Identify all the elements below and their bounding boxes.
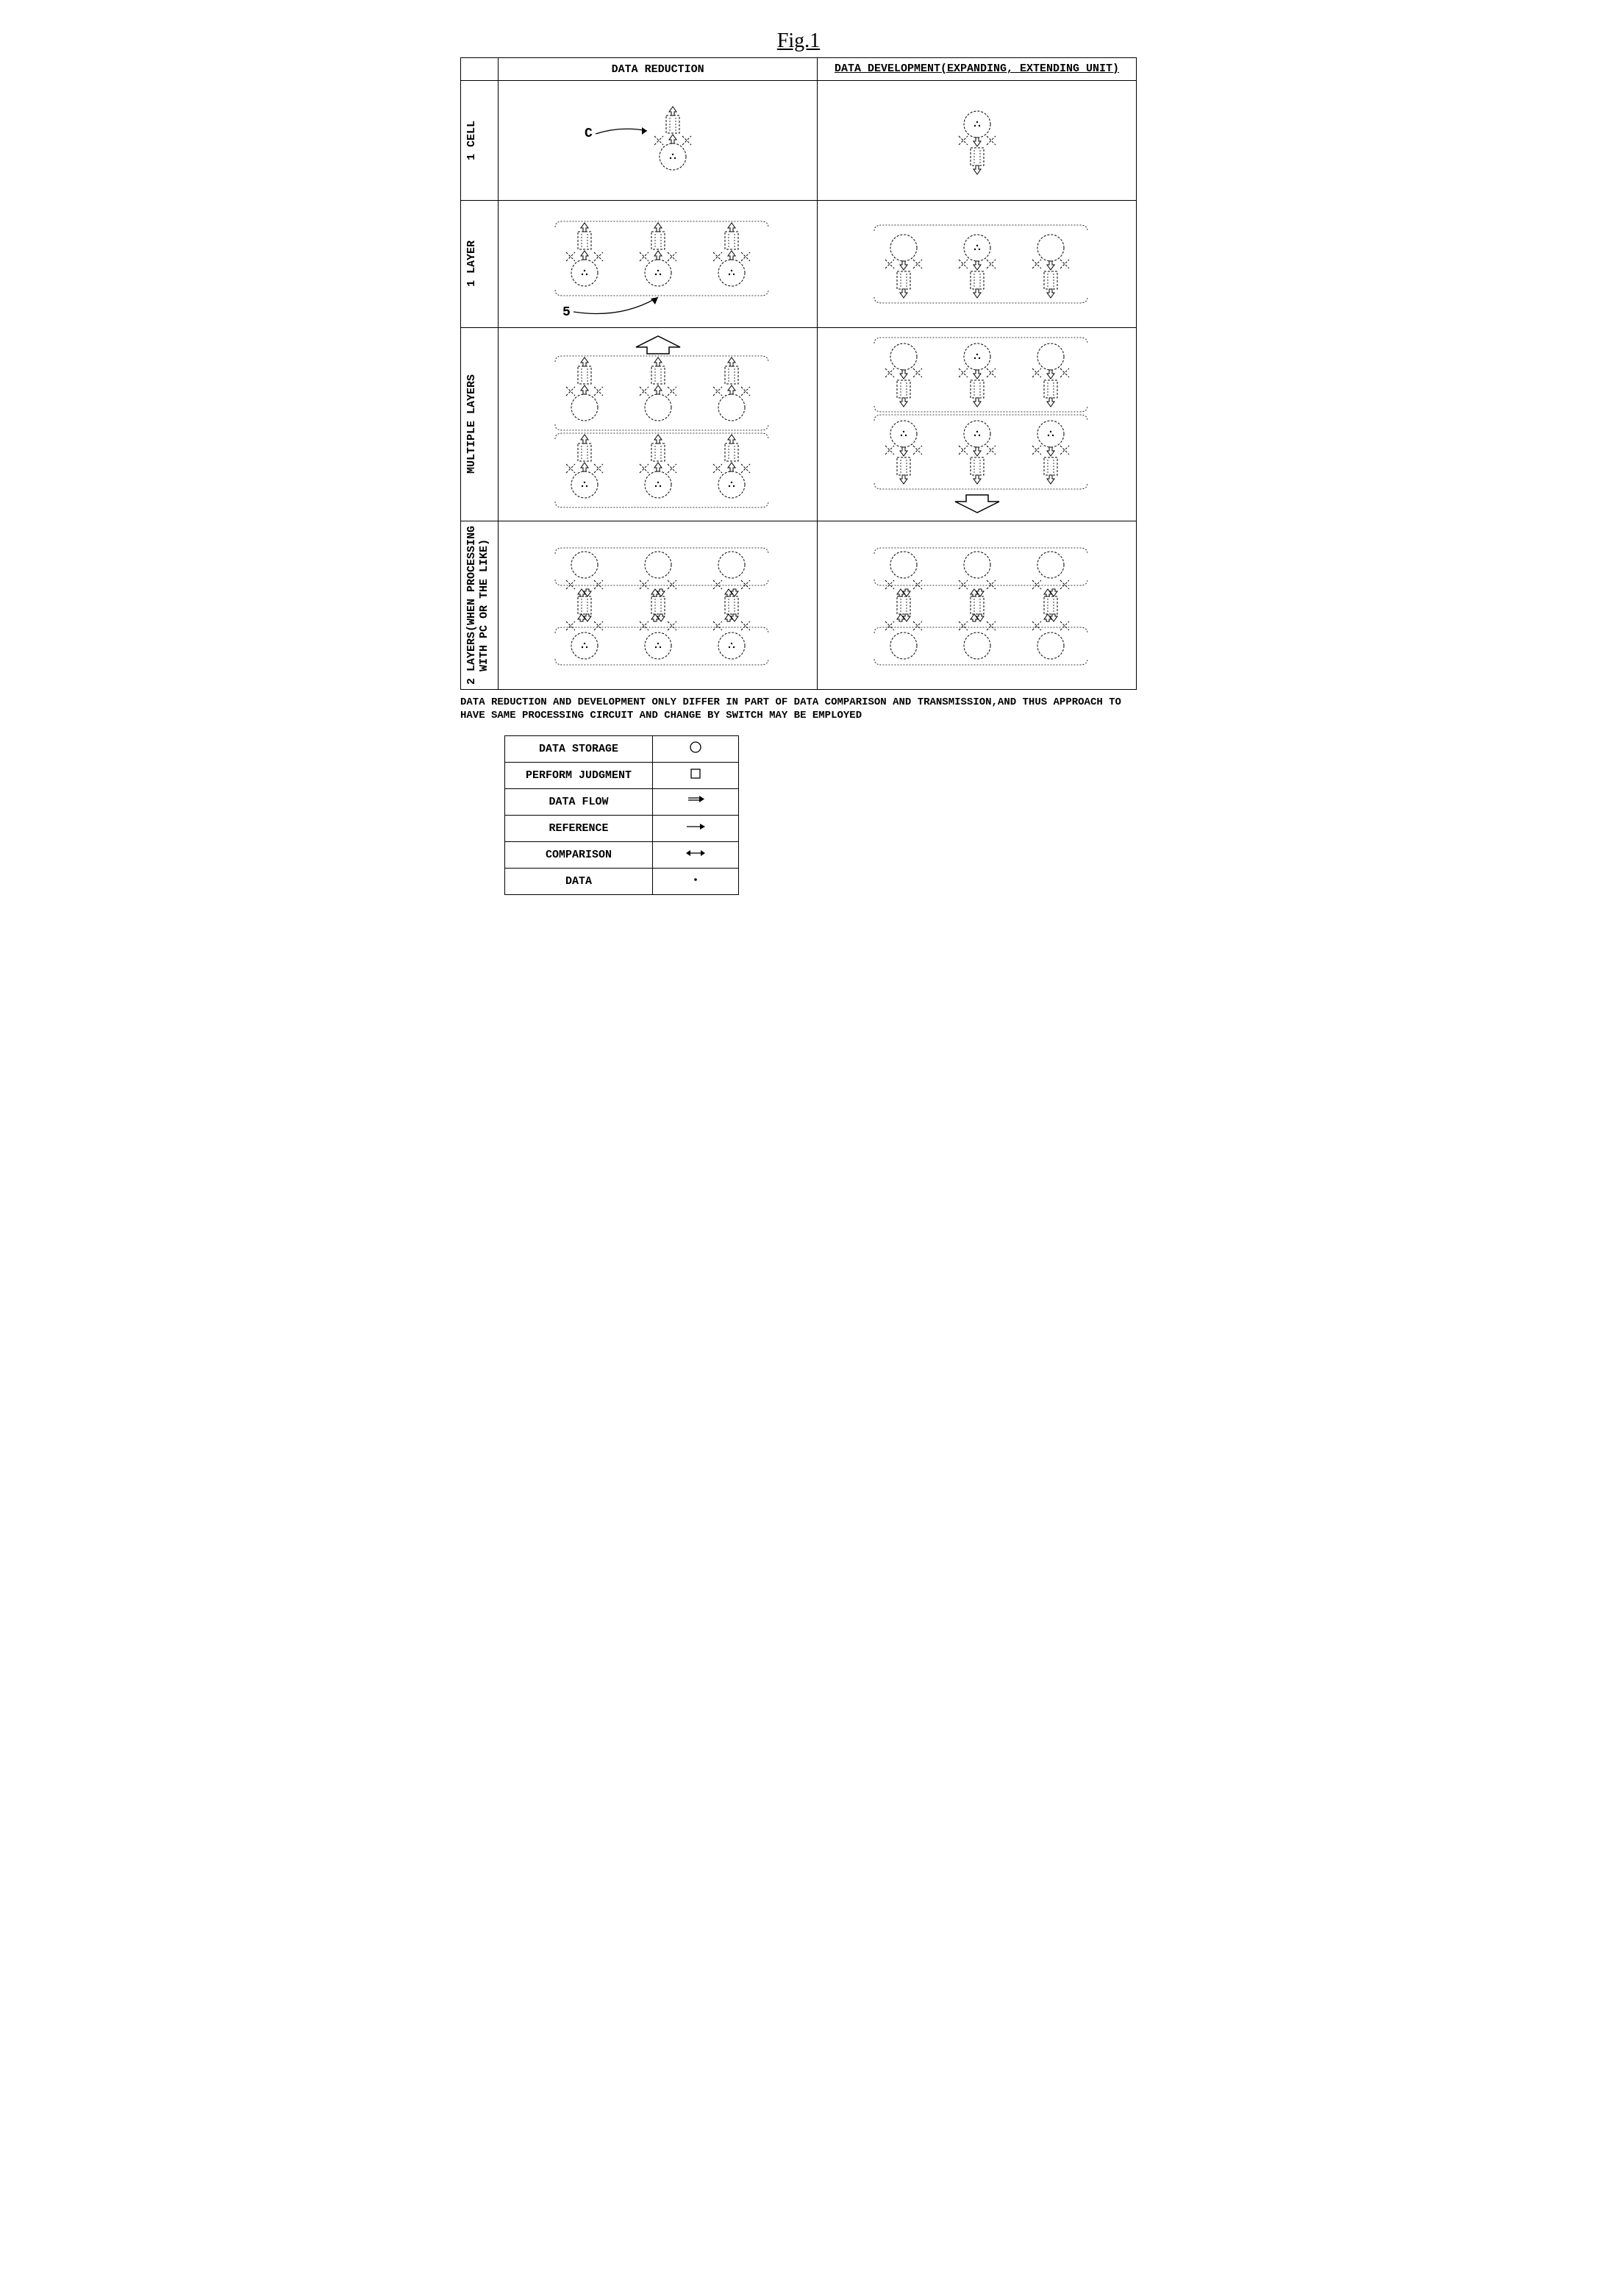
legend-row: DATA (505, 869, 739, 895)
diagram-1cell-reduction: C (499, 81, 818, 201)
page: Fig.1 DATA REDUCTION DATA DEVELOPMENT(EX… (460, 29, 1137, 895)
legend-row: COMPARISON (505, 842, 739, 869)
legend-row: REFERENCE (505, 816, 739, 842)
header-col1: DATA REDUCTION (499, 58, 818, 81)
legend-label: REFERENCE (505, 816, 653, 842)
legend-label: DATA FLOW (505, 789, 653, 816)
figure-title: Fig.1 (460, 29, 1137, 53)
legend-label: PERFORM JUDGMENT (505, 763, 653, 789)
diagram-2layers-development (818, 521, 1137, 690)
rowlabel-2layers: 2 LAYERS(WHEN PROCESSING WITH PC OR THE … (461, 521, 499, 690)
header-col2: DATA DEVELOPMENT(EXPANDING, EXTENDING UN… (818, 58, 1137, 81)
legend-symbol (653, 816, 739, 842)
legend-symbol (653, 789, 739, 816)
legend-label: DATA (505, 869, 653, 895)
rowlabel-1layer: 1 LAYER (461, 201, 499, 328)
legend-symbol (653, 842, 739, 869)
legend-row: PERFORM JUDGMENT (505, 763, 739, 789)
header-empty (461, 58, 499, 81)
legend-row: DATA STORAGE (505, 736, 739, 763)
svg-text:5: 5 (562, 305, 571, 320)
rowlabel-1cell: 1 CELL (461, 81, 499, 201)
diagram-2layers-reduction (499, 521, 818, 690)
legend-symbol (653, 763, 739, 789)
diagram-1cell-development (818, 81, 1137, 201)
legend-label: COMPARISON (505, 842, 653, 869)
legend-table: DATA STORAGEPERFORM JUDGMENTDATA FLOWREF… (504, 735, 739, 895)
caption-text: DATA REDUCTION AND DEVELOPMENT ONLY DIFF… (460, 696, 1137, 722)
legend-row: DATA FLOW (505, 789, 739, 816)
legend-label: DATA STORAGE (505, 736, 653, 763)
diagram-multilayer-development (818, 328, 1137, 521)
diagram-1layer-development (818, 201, 1137, 328)
svg-text:C: C (585, 126, 593, 141)
diagram-1layer-reduction: 5 (499, 201, 818, 328)
legend-symbol (653, 736, 739, 763)
diagram-multilayer-reduction (499, 328, 818, 521)
rowlabel-multilayer: MULTIPLE LAYERS (461, 328, 499, 521)
legend-symbol (653, 869, 739, 895)
main-table: DATA REDUCTION DATA DEVELOPMENT(EXPANDIN… (460, 57, 1137, 690)
